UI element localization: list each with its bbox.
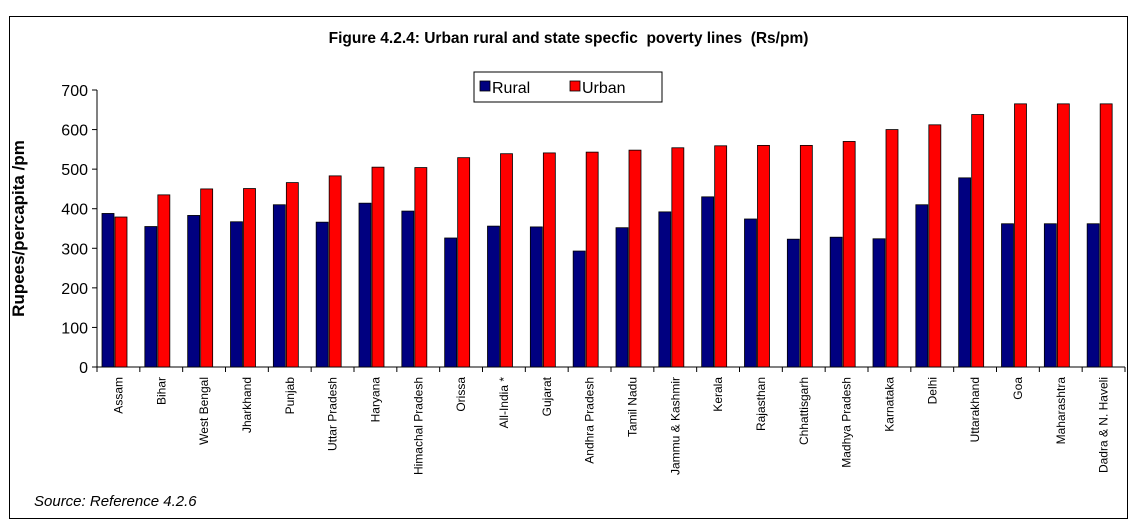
bar-rural	[487, 225, 500, 368]
legend-box	[473, 71, 663, 103]
bar-urban	[371, 166, 385, 368]
legend: Rural Urban	[473, 71, 663, 103]
bar-rural	[358, 202, 372, 368]
x-tick-label: Madhya Pradesh	[840, 377, 854, 468]
x-tick-label: Gujarat	[540, 376, 554, 416]
bar-rural	[315, 221, 329, 368]
bar-urban	[757, 144, 770, 368]
x-tick-label: Tamil Nadu	[625, 377, 639, 437]
legend-label-urban: Urban	[582, 80, 626, 97]
bar-urban	[243, 188, 256, 368]
x-tick-label: Punjab	[283, 377, 297, 415]
chart-title: Figure 4.2.4: Urban rural and state spec…	[328, 30, 809, 47]
bar-rural	[1086, 223, 1100, 368]
bar-urban	[885, 129, 899, 368]
x-tick-label: Uttar Pradesh	[326, 377, 340, 451]
x-tick-label: Maharashtra	[1054, 377, 1068, 445]
x-tick-label: Chhattisgarh	[797, 377, 811, 445]
x-tick-label: All-India *	[497, 377, 511, 429]
bar-rural	[786, 238, 800, 368]
x-tick-label: Himachal Pradesh	[411, 377, 425, 475]
bar-urban	[114, 216, 128, 368]
bar-rural	[829, 236, 843, 368]
bar-urban	[1014, 103, 1027, 368]
bar-urban	[928, 124, 942, 368]
x-tick-label: Delhi	[925, 377, 939, 404]
bar-rural	[529, 226, 543, 368]
axes: 0 100 200 300 400 500 600 700 Rupees/percapita /…	[9, 83, 1126, 377]
bar-rural	[572, 250, 586, 368]
x-tick-label: Jharkhand	[240, 377, 254, 433]
bar-urban	[714, 145, 728, 368]
bar-rural	[658, 211, 672, 368]
y-tick-label: 500	[61, 162, 88, 179]
bar-urban	[971, 114, 985, 368]
legend-swatch-rural	[479, 80, 491, 92]
x-tick-label: Dadra & N. Haveli	[1097, 377, 1111, 473]
bar-urban	[328, 175, 342, 368]
x-tick-label: Jammu & Kashmir	[668, 377, 682, 475]
y-tick-label: 700	[61, 83, 88, 100]
bar-urban	[628, 149, 642, 368]
bar-rural	[230, 221, 243, 368]
bar-rural	[401, 210, 415, 368]
bar-rural	[915, 204, 929, 368]
bar-urban	[500, 153, 513, 368]
bar-rural	[701, 196, 715, 368]
bar-urban	[842, 141, 856, 368]
x-tick-label: Karnataka	[882, 377, 896, 432]
y-tick-label: 300	[61, 241, 88, 258]
bar-rural	[1043, 223, 1057, 368]
bar-rural	[101, 213, 115, 368]
bar-urban	[671, 147, 685, 368]
bar-urban	[542, 152, 556, 368]
x-tick-labels: Assam Bihar West Bengal Jharkhand Punjab Utta…	[111, 376, 1110, 475]
bar-rural	[744, 218, 757, 368]
y-tick-label: 600	[61, 123, 88, 140]
legend-label-rural: Rural	[492, 80, 530, 97]
bar-urban	[285, 182, 299, 368]
bars	[101, 103, 1113, 368]
bar-rural	[1001, 223, 1014, 368]
x-tick-label: Rajasthan	[754, 377, 768, 431]
y-tick-label: 400	[61, 202, 88, 219]
bar-urban	[1056, 103, 1070, 368]
bar-rural	[144, 226, 158, 368]
source-note: Source: Reference 4.2.6	[34, 493, 197, 510]
bar-rural	[958, 177, 972, 368]
x-tick-label: Assam	[111, 377, 125, 414]
y-tick-label: 100	[61, 320, 88, 337]
bar-rural	[444, 237, 458, 368]
bar-urban	[200, 188, 214, 368]
bar-urban	[414, 167, 428, 368]
bar-urban	[799, 144, 813, 368]
legend-swatch-urban	[569, 80, 581, 92]
x-tick-label: Bihar	[154, 377, 168, 405]
bar-urban	[157, 194, 171, 368]
x-tick-label: Kerala	[711, 377, 725, 412]
x-tick-label: Orissa	[454, 377, 468, 412]
x-tick-label: Uttarakhand	[968, 377, 982, 442]
bar-urban	[1099, 103, 1113, 368]
y-tick-label: 0	[79, 360, 88, 377]
x-tick-label: Haryana	[368, 377, 382, 423]
x-tick-label: Goa	[1011, 377, 1025, 400]
bar-rural	[872, 238, 886, 368]
y-tick-label: 200	[61, 281, 88, 298]
bar-rural	[615, 227, 629, 368]
x-tick-label: West Bengal	[197, 377, 211, 445]
bar-urban	[585, 151, 599, 368]
y-axis-title: Rupees/percapita /pm	[9, 140, 28, 317]
x-tick-label: Andhra Pradesh	[583, 377, 597, 464]
bar-rural	[187, 215, 201, 368]
bar-rural	[272, 204, 286, 368]
bar-urban	[457, 157, 471, 368]
